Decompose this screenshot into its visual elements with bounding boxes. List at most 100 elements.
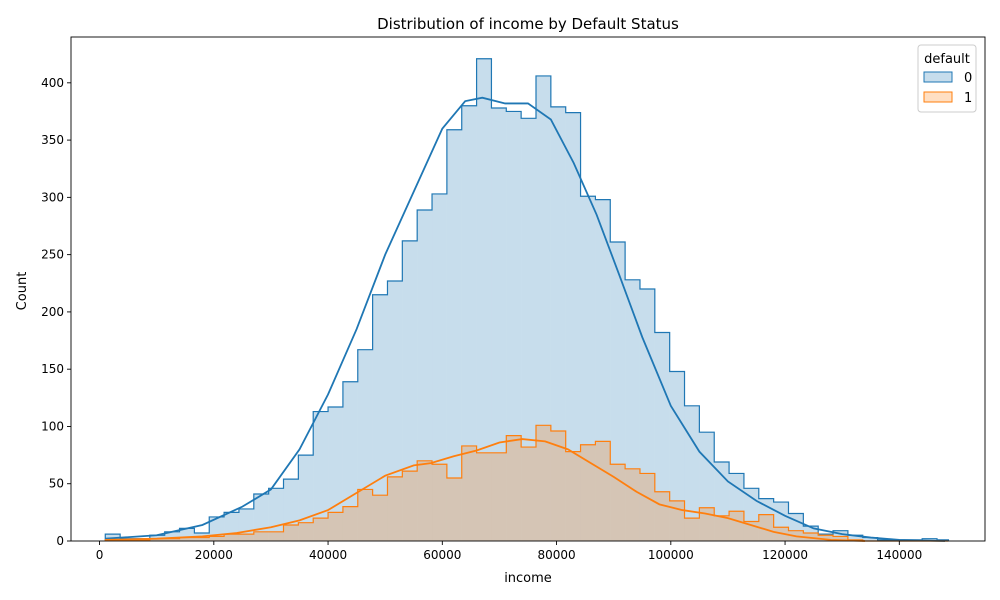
histogram-bar [328,512,343,541]
y-tick-label: 150 [41,362,64,376]
histogram-bar [550,106,566,541]
histogram-bar [268,531,284,541]
histogram-outline-1 [104,424,949,542]
x-tick-label: 40000 [309,548,347,562]
histogram-bar [253,531,269,541]
histogram-bar [476,452,492,541]
y-tick-label: 300 [41,190,64,204]
histogram-bar [818,535,834,541]
histogram-bar [847,535,863,541]
x-tick-label: 120000 [762,548,808,562]
y-tick-label: 250 [41,248,64,262]
histogram-bar [372,294,388,541]
histogram-bar [580,444,596,541]
histogram-bar [654,332,670,541]
histogram-bar [595,441,611,541]
histogram-bar [238,508,254,541]
histogram-bar [506,435,522,541]
plot-area [104,58,950,542]
x-axis-label: income [504,571,552,586]
histogram-bar [446,478,462,541]
kde-line-0 [105,96,946,542]
histogram-bar [610,242,626,541]
histogram-bar [580,196,596,541]
legend-swatch-0 [923,71,953,83]
chart-title: Distribution of income by Default Status [377,15,679,33]
histogram-bar [432,193,447,541]
histogram-bar [684,518,700,541]
histogram-bar [417,460,433,541]
histogram-bar [179,537,195,541]
axes-frame [70,36,986,542]
y-tick-label: 50 [49,477,64,491]
histogram-bar [565,451,581,541]
histogram-bar [446,129,462,542]
x-tick-label: 100000 [648,548,694,562]
y-tick-label: 400 [41,76,64,90]
histogram-bar [387,280,403,541]
legend: default 01 [917,44,977,113]
histogram-bar [714,515,730,541]
histogram-bar [149,538,165,541]
y-axis-label: Count [15,272,30,311]
series-1 [104,424,949,542]
histogram-bar [625,279,640,541]
histogram-bar [461,445,477,541]
histogram-bar [550,431,566,541]
histogram-bar [833,536,848,541]
histogram-bar [506,111,522,542]
legend-title: default [924,52,970,67]
histogram-bar [565,112,581,541]
histogram-bar [654,491,670,541]
x-tick-label: 20000 [195,548,233,562]
x-tick-label: 0 [96,548,104,562]
histogram-bar [209,536,225,541]
histogram-bar [491,452,507,541]
histogram-bar [461,105,477,542]
histogram-bar [313,518,329,541]
kde-line-1 [105,438,866,542]
histogram-bar [788,513,804,541]
histogram-bar [729,511,744,541]
histogram-bar [372,495,388,541]
histogram-bar [194,537,210,541]
histogram-bar [283,524,299,541]
histogram-bar [417,209,433,542]
histogram-bar [669,371,685,541]
histogram-bar [342,506,358,541]
histogram-bar [164,538,180,541]
histogram-bar [298,522,314,541]
histogram-bar [625,468,640,541]
axes: 0 20000 40000 60000 80000 100000 120000 1400000… [41,36,986,562]
histogram-bar [491,108,507,541]
histogram-bar [164,531,180,541]
x-tick-label: 80000 [537,548,575,562]
y-tick-label: 200 [41,305,64,319]
histogram-bar [313,411,329,541]
histogram-bar [818,534,834,541]
histogram-bar [387,476,403,541]
histogram-bar [684,405,700,541]
y-tick-label: 100 [41,419,64,433]
histogram-bar [521,118,536,541]
histogram-bar [743,488,759,541]
histogram-bar [357,349,373,541]
histogram-bar [639,473,655,541]
legend-label-1: 1 [964,91,972,106]
histogram-bar [357,489,373,541]
histogram-bar [521,447,536,541]
histogram-bar [342,381,358,541]
histogram-bar [639,289,655,541]
histogram-bar [535,425,551,541]
histogram-outline-0 [104,58,950,541]
legend-items: 01 [923,71,972,106]
legend-frame [917,44,977,113]
histogram-bar [699,507,715,541]
legend-label-0: 0 [964,71,972,86]
histogram-bar [758,514,774,541]
histogram-bar [595,199,611,541]
histogram-bar [432,464,447,541]
y-tick-label: 350 [41,133,64,147]
